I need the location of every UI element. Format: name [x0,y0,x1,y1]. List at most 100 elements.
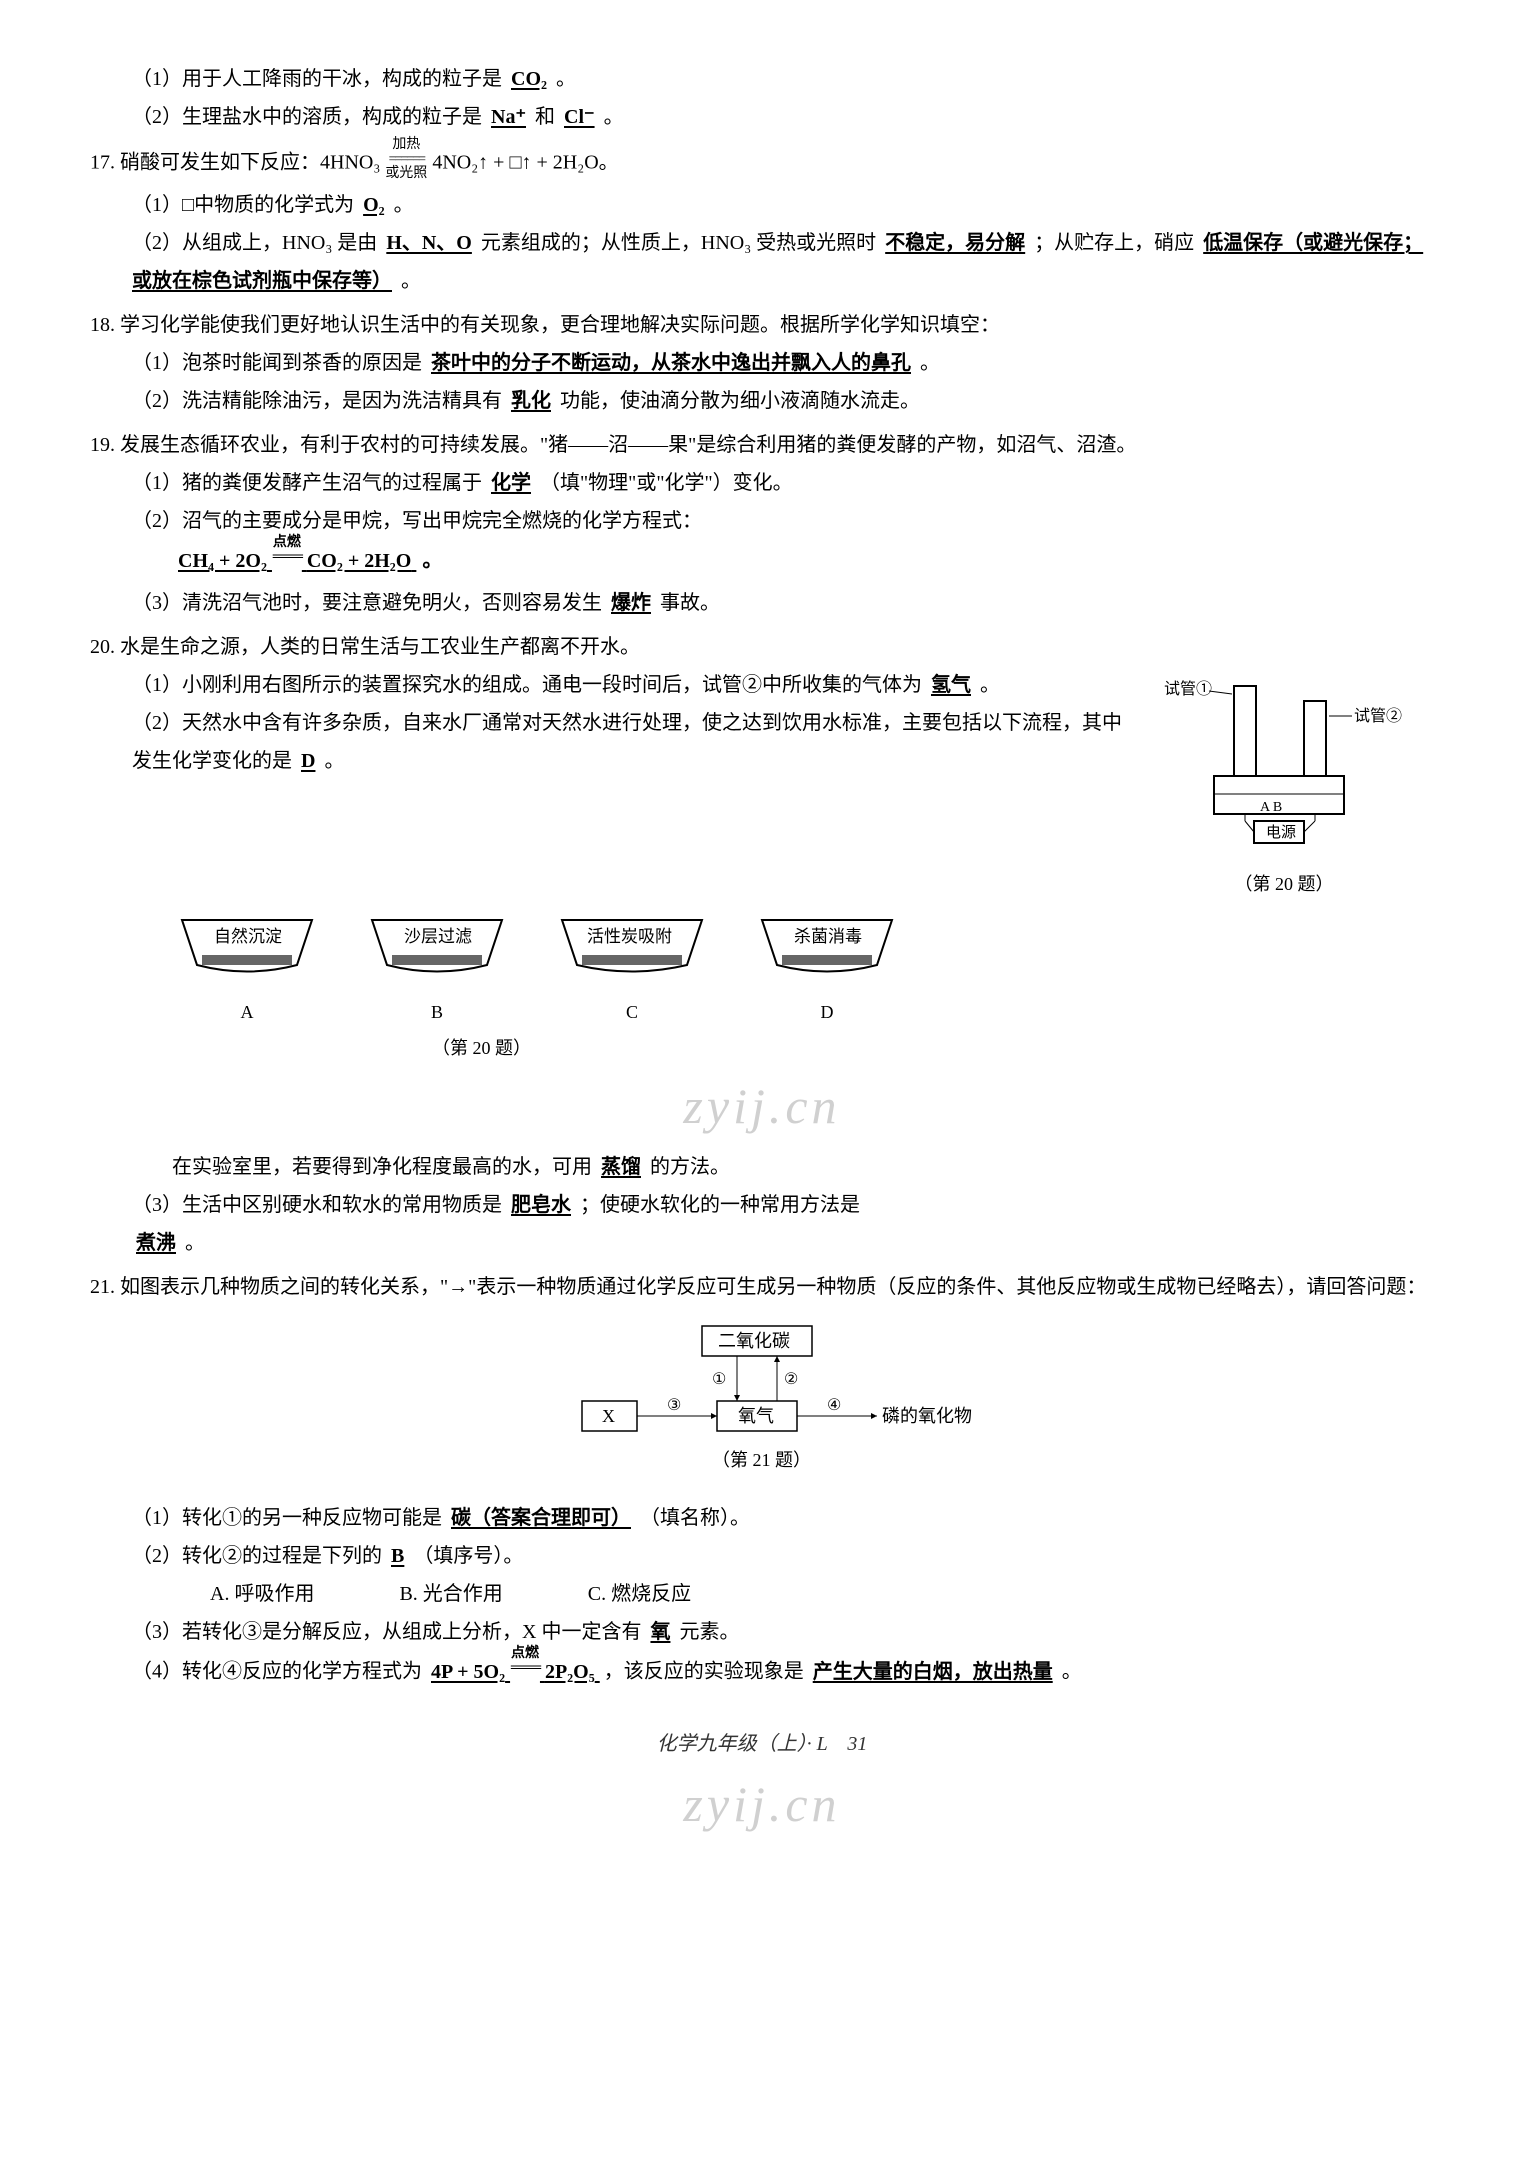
question-20: 20. 水是生命之源，人类的日常生活与工农业生产都离不开水。 （1）小刚利用右图… [90,628,1434,1262]
q20-p2-ans: D [297,750,319,772]
q20-stem: 20. 水是生命之源，人类的日常生活与工农业生产都离不开水。 [90,628,1434,666]
q21-p4-eq-a: 4P + 5O₂ [431,1661,505,1683]
q21-p1-b: （填名称）。 [640,1507,750,1529]
q16-p2: （2）生理盐水中的溶质，构成的粒子是 Na⁺ 和 Cl⁻ 。 [90,98,1434,136]
q16-p2-mid: 和 [535,106,555,128]
q17-stem-a: 17. 硝酸可发生如下反应：4HNO₃ [90,152,380,174]
q21-p2-ans: B [387,1545,408,1567]
process-c: 活性炭吸附 C [552,910,712,1029]
q21-opt-b: B. 光合作用 [399,1575,502,1613]
process-b-label: B [362,995,512,1029]
q21-p4-c: ，该反应的实验现象是 [604,1661,804,1683]
process-b: 沙层过滤 B [362,910,512,1029]
q21-p4-cond-t: 点燃 [510,1647,540,1662]
q20-p2-a: （2）天然水中含有许多杂质，自来水厂通常对天然水进行处理，使之达到饮用水标准，主… [132,712,1122,772]
q20-p1-ans: 氢气 [927,674,975,696]
svg-text:（第 21 题）: （第 21 题） [712,1450,811,1470]
q21-p3-ans: 氧 [646,1621,674,1643]
q20-p3-b: ；使硬水软化的一种常用方法是 [580,1194,860,1216]
q19-eq-line: ===== [272,551,302,566]
q16-p1-text: （1）用于人工降雨的干冰，构成的粒子是 [132,68,502,90]
svg-text:沙层过滤: 沙层过滤 [404,927,472,946]
q19-stem: 19. 发展生态循环农业，有利于农村的可持续发展。"猪——沼——果"是综合利用猪… [90,426,1434,464]
svg-text:③: ③ [667,1397,681,1414]
watermark-2: zyij.cn [90,1757,1434,1852]
q21-options: A. 呼吸作用 B. 光合作用 C. 燃烧反应 [90,1575,1434,1613]
q20-p3-ans1: 肥皂水 [507,1194,575,1216]
svg-text:X: X [602,1406,615,1426]
q18-p2-ans: 乳化 [507,390,555,412]
q17-reaction-condition: 加热 ====== 或光照 [385,138,427,182]
q21-p2-b: （填序号）。 [413,1545,523,1567]
footer-text: 化学九年级（上）· L 31 [657,1733,868,1755]
q20-p2: （2）天然水中含有许多杂质，自来水厂通常对天然水进行处理，使之达到饮用水标准，主… [90,704,1134,780]
q20-p3-ans2: 煮沸 [132,1232,180,1254]
q20-p1: （1）小刚利用右图所示的装置探究水的组成。通电一段时间后，试管②中所收集的气体为… [90,666,1134,704]
q16-p1-end: 。 [556,68,576,90]
electrolysis-apparatus-icon: 试管① 试管② A B 电源 [1154,666,1414,856]
q17-frac-top: 加热 [385,138,427,153]
q17-p1-b: 。 [394,194,414,216]
q19-p1-b: （填"物理"或"化学"）变化。 [540,472,793,494]
q19-eq-b: CO₂ + 2H₂O [307,550,412,572]
q19-p3-ans: 爆炸 [607,592,655,614]
q19-p1-a: （1）猪的粪便发酵产生沼气的过程属于 [132,472,482,494]
q20-p1-b: 。 [980,674,1000,696]
q20-fig-caption: （第 20 题） [1134,867,1434,901]
q21-p3: （3）若转化③是分解反应，从组成上分析，X 中一定含有 氧 元素。 [90,1613,1434,1651]
q17-stem: 17. 硝酸可发生如下反应：4HNO₃ 加热 ====== 或光照 4NO₂↑ … [90,142,1434,186]
q21-p4-blank [510,1676,540,1691]
conversion-diagram-icon: 二氧化碳 ① ② X ③ 氧气 ④ 磷的氧化物 （第 21 题） [482,1316,1042,1476]
q21-p4-cond: 点燃 ===== [510,1647,540,1691]
q17-p2-ans2: 不稳定，易分解 [881,232,1029,254]
q21-p4: （4）转化④反应的化学方程式为 4P + 5O₂ 点燃 ===== 2P₂O₅ … [90,1651,1434,1695]
svg-text:活性炭吸附: 活性炭吸附 [587,927,672,946]
q17-p1-a: （1）□中物质的化学式为 [132,194,354,216]
q19-eq-blank [272,565,302,580]
q17-p1-ans: O₂ [359,194,389,216]
q21-p4-a: （4）转化④反应的化学方程式为 [132,1661,422,1683]
q16-p1: （1）用于人工降雨的干冰，构成的粒子是 CO₂ 。 [90,60,1434,98]
sediment-basin-icon: 自然沉淀 [172,910,322,980]
q21-stem: 21. 如图表示几种物质之间的转化关系，"→"表示一种物质通过化学反应可生成另一… [90,1268,1434,1306]
q17-p2-b: 元素组成的；从性质上，HNO₃ 受热或光照时 [481,232,876,254]
q21-p3-b: 元素。 [679,1621,739,1643]
q19-p1: （1）猪的粪便发酵产生沼气的过程属于 化学 （填"物理"或"化学"）变化。 [90,464,1434,502]
q21-p4-eq: 4P + 5O₂ 点燃 ===== 2P₂O₅ [427,1661,604,1683]
q16-p2-ans1: Na⁺ [487,106,530,128]
q21-p3-a: （3）若转化③是分解反应，从组成上分析，X 中一定含有 [132,1621,641,1643]
q17-p2-ans1: H、N、O [382,232,476,254]
q19-eq-cond: 点燃 ===== [272,536,302,580]
svg-text:①: ① [712,1371,726,1388]
q20-p2c-b: 的方法。 [650,1156,730,1178]
q20-p2c-a: 在实验室里，若要得到净化程度最高的水，可用 [172,1156,592,1178]
q21-p2-a: （2）转化②的过程是下列的 [132,1545,382,1567]
q19-p3-b: 事故。 [660,592,720,614]
q19-eq-a: CH₄ + 2O₂ [178,550,267,572]
question-18: 18. 学习化学能使我们更好地认识生活中的有关现象，更合理地解决实际问题。根据所… [90,306,1434,420]
process-a-label: A [172,995,322,1029]
q17-p2-a: （2）从组成上，HNO₃ 是由 [132,232,377,254]
disinfect-basin-icon: 杀菌消毒 [752,910,902,980]
svg-text:二氧化碳: 二氧化碳 [718,1331,790,1351]
carbon-absorb-icon: 活性炭吸附 [552,910,712,980]
q17-frac-bot: 或光照 [385,167,427,182]
q18-p1-b: 。 [920,352,940,374]
q20-p3-c: 。 [185,1232,205,1254]
q18-p2-a: （2）洗洁精能除油污，是因为洗洁精具有 [132,390,502,412]
q20-p3-a: （3）生活中区别硬水和软水的常用物质是 [132,1194,502,1216]
q21-p4-d: 。 [1062,1661,1082,1683]
q19-eq-cond-t: 点燃 [272,536,302,551]
q21-p4-eq-b: 2P₂O₅ [545,1661,595,1683]
q20-process-row: 自然沉淀 A 沙层过滤 B 活性炭吸附 C 杀菌消毒 [90,910,1434,1029]
q21-opt-c: C. 燃烧反应 [588,1575,691,1613]
q21-p1-a: （1）转化①的另一种反应物可能是 [132,1507,442,1529]
sand-filter-icon: 沙层过滤 [362,910,512,980]
svg-text:杀菌消毒: 杀菌消毒 [794,927,862,946]
q21-p4-eq-line: ===== [510,1662,540,1677]
svg-text:④: ④ [827,1397,841,1414]
svg-text:试管①: 试管① [1164,680,1212,698]
q20-p2-b: 。 [324,750,344,772]
q19-equation: CH₄ + 2O₂ 点燃 ===== CO₂ + 2H₂O 。 [90,540,1434,584]
q17-p2-d: 。 [401,270,421,292]
